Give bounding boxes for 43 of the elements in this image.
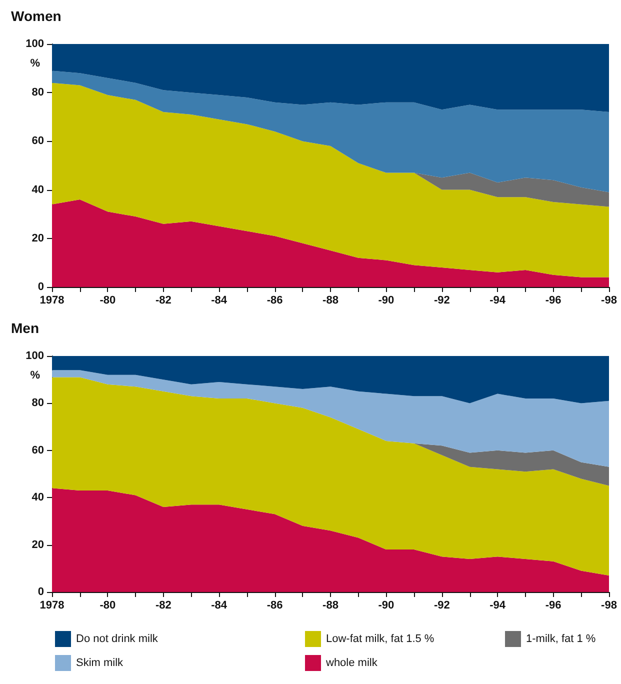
- x-tick-label: -84: [211, 600, 228, 612]
- x-tick-label: -82: [155, 294, 172, 306]
- x-tick-label: -88: [322, 294, 338, 306]
- y-tick-label: 60: [32, 135, 44, 148]
- x-tick-label: -92: [434, 600, 450, 612]
- x-tick-label: -98: [601, 600, 617, 612]
- y-axis-title: %: [30, 58, 40, 70]
- chart-title: Men: [11, 320, 39, 336]
- x-tick-label: -82: [155, 600, 172, 612]
- x-tick-label: -84: [211, 294, 228, 306]
- x-tick-label: -80: [100, 294, 116, 306]
- legend-label: whole milk: [325, 657, 378, 669]
- y-tick-label: 20: [32, 538, 44, 551]
- x-tick-label: -90: [378, 294, 394, 306]
- y-tick-label: 0: [38, 586, 44, 598]
- x-tick-label: -80: [100, 600, 116, 612]
- y-tick-label: 40: [32, 184, 44, 196]
- x-tick-label: -94: [490, 294, 506, 306]
- legend-label: Do not drink milk: [76, 633, 158, 645]
- legend-label: Low-fat milk, fat 1.5 %: [326, 633, 434, 645]
- x-tick-label: -86: [266, 600, 283, 612]
- y-tick-label: 100: [26, 38, 44, 50]
- x-tick-label: -90: [378, 600, 394, 612]
- x-tick-label: -92: [434, 294, 450, 306]
- legend-label: 1-milk, fat 1 %: [526, 633, 596, 645]
- x-tick-label: -94: [490, 600, 506, 612]
- x-tick-label: -96: [545, 294, 562, 306]
- y-axis-title: %: [30, 370, 40, 382]
- x-tick-label: -98: [601, 294, 617, 306]
- x-tick-label: 1978: [40, 600, 64, 612]
- x-tick-label: -96: [545, 600, 562, 612]
- x-tick-label: 1978: [40, 294, 64, 306]
- y-tick-label: 20: [32, 232, 44, 244]
- y-tick-label: 0: [38, 281, 44, 293]
- y-tick-label: 60: [32, 444, 44, 456]
- legend-label: Skim milk: [76, 657, 124, 669]
- y-tick-label: 80: [32, 86, 44, 99]
- y-tick-label: 40: [32, 492, 44, 504]
- y-tick-label: 100: [26, 350, 44, 362]
- chart-title: Women: [11, 8, 62, 24]
- x-tick-label: -86: [266, 294, 283, 306]
- y-tick-label: 80: [32, 397, 44, 410]
- x-tick-label: -88: [322, 600, 338, 612]
